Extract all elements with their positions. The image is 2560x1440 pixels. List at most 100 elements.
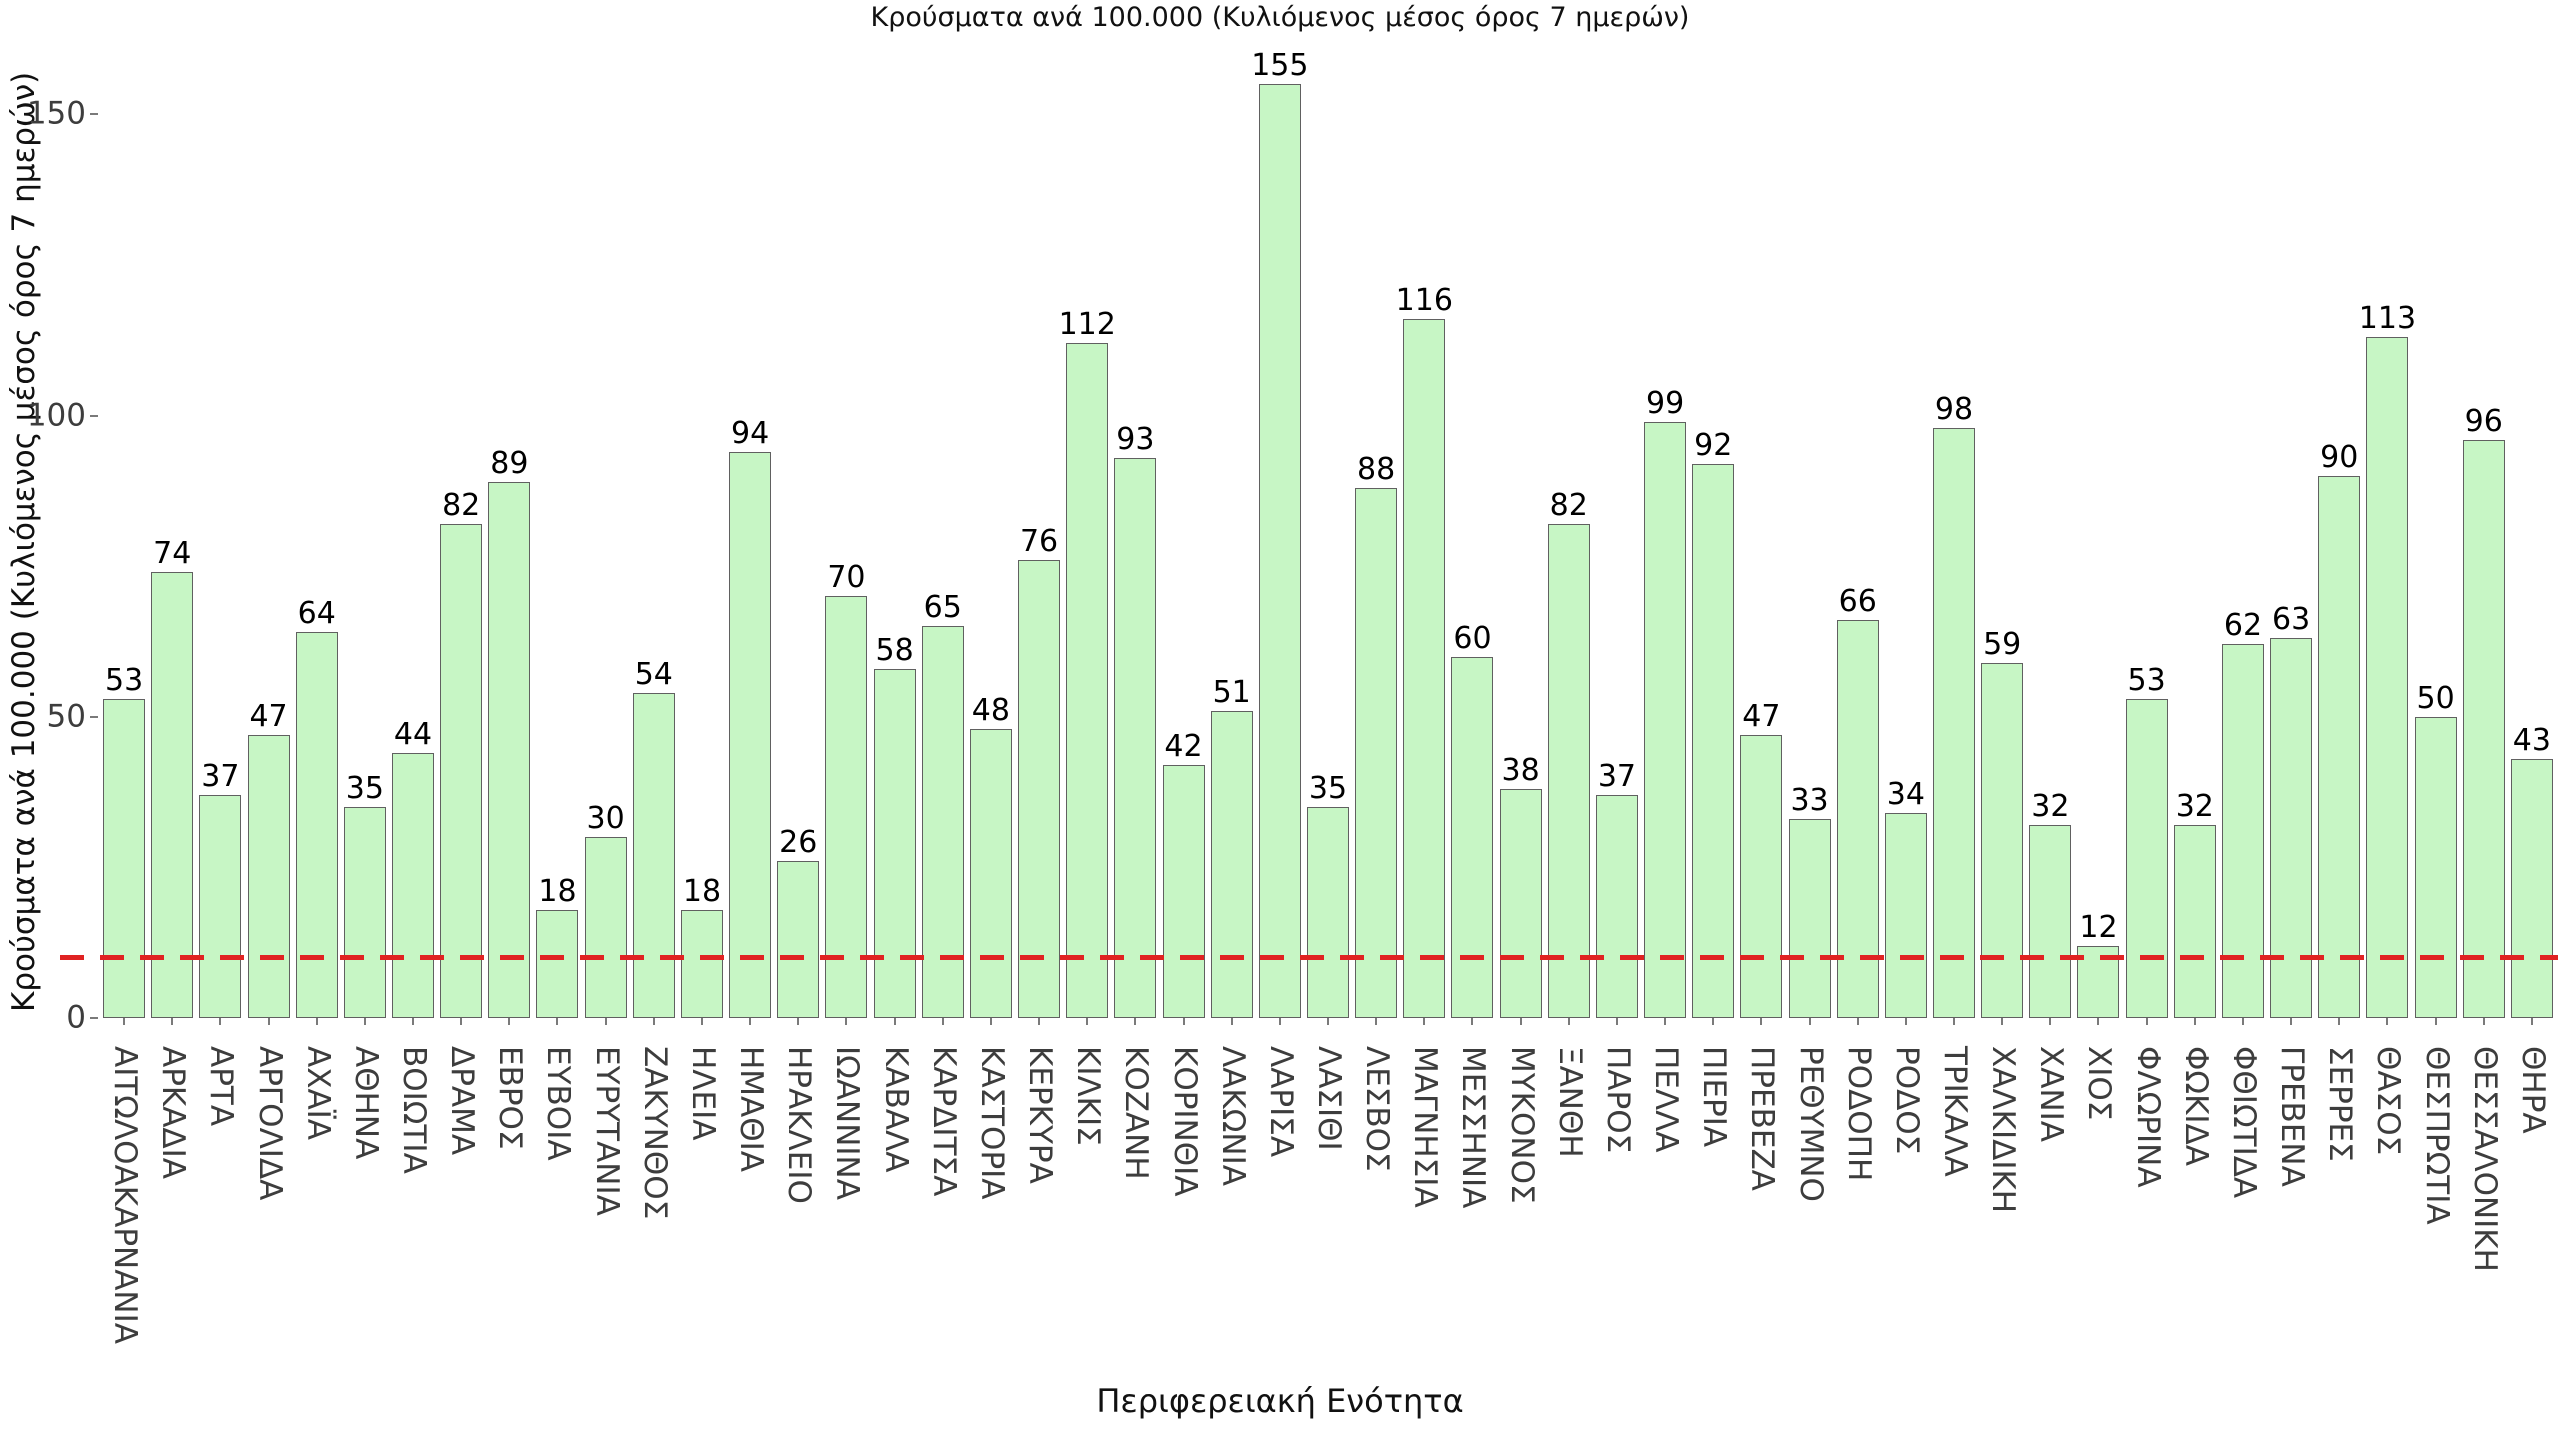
bar: 65: [921, 593, 964, 1018]
bar: 33: [1788, 786, 1831, 1018]
bar-slot: 89 ΕΒΡΟΣ: [485, 30, 533, 1150]
x-tick-mark: [893, 1018, 896, 1025]
x-tick-mark: [2241, 1018, 2244, 1025]
x-tick-mark: [1664, 1018, 1667, 1025]
bar: 30: [584, 804, 627, 1018]
x-tick-mark: [2001, 1018, 2004, 1025]
bar-slot: 99 ΠΕΛΛΑ: [1641, 30, 1689, 1153]
x-tick-label: ΜΑΓΝΗΣΙΑ: [1407, 1046, 1444, 1208]
x-axis-title: Περιφερειακή Ενότητα: [1096, 1382, 1464, 1420]
x-tick-mark: [1182, 1018, 1185, 1025]
y-axis-label: Κρούσματα ανά 100.000 (Κυλιόμενος μέσος …: [6, 71, 42, 1012]
bar-slot: 38 ΜΥΚΟΝΟΣ: [1497, 30, 1545, 1204]
bar-slot: 47 ΑΡΓΟΛΙΔΑ: [244, 30, 292, 1200]
bar-slot: 116 ΜΑΓΝΗΣΙΑ: [1396, 30, 1453, 1208]
bar: 43: [2510, 726, 2553, 1018]
y-tick-mark: [90, 415, 98, 417]
bar-slot: 26 ΗΡΑΚΛΕΙΟ: [774, 30, 822, 1204]
bar: 98: [1933, 395, 1976, 1018]
bar: 32: [2173, 792, 2216, 1018]
x-tick-label: ΑΧΑΪΑ: [299, 1046, 336, 1140]
x-tick-label: ΡΟΔΟΠΗ: [1840, 1046, 1877, 1182]
bar: 76: [1018, 527, 1061, 1018]
bar-slot: 58 ΚΑΒΑΛΑ: [871, 30, 919, 1172]
bar: 113: [2359, 304, 2416, 1018]
bar-slot: 34 ΡΟΔΟΣ: [1882, 30, 1930, 1154]
bar: 47: [1740, 702, 1783, 1018]
x-tick-label: ΦΛΩΡΙΝΑ: [2129, 1046, 2166, 1188]
bar-value-label: 18: [538, 874, 577, 909]
y-tick-mark: [90, 113, 98, 115]
bar: 60: [1451, 624, 1494, 1018]
x-tick-mark: [1519, 1018, 1522, 1025]
bar-value-label: 113: [2358, 301, 2417, 336]
bar: 62: [2221, 611, 2264, 1018]
bar-slot: 93 ΚΟΖΑΝΗ: [1111, 30, 1159, 1180]
x-tick-mark: [2193, 1018, 2196, 1025]
chart-title: Κρούσματα ανά 100.000 (Κυλιόμενος μέσος …: [870, 2, 1690, 33]
y-tick-label: 100: [26, 397, 86, 434]
bar-value-label: 66: [1838, 584, 1877, 619]
bar: 37: [199, 762, 242, 1018]
x-tick-mark: [1856, 1018, 1859, 1025]
x-tick-label: ΚΙΛΚΙΣ: [1070, 1046, 1107, 1146]
bar: 116: [1396, 286, 1453, 1018]
bar-slot: 59 ΧΑΛΚΙΔΙΚΗ: [1978, 30, 2026, 1213]
bar-slot: 53 ΑΙΤΩΛΟΑΚΑΡΝΑΝΙΑ: [100, 30, 148, 1344]
bar: 26: [777, 828, 820, 1018]
x-tick-mark: [797, 1018, 800, 1025]
bar-value-label: 37: [1597, 759, 1637, 794]
x-tick-mark: [315, 1018, 318, 1025]
bar: 47: [247, 702, 290, 1018]
bar: 37: [1595, 762, 1638, 1018]
bar-slot: 44 ΒΟΙΩΤΙΑ: [389, 30, 437, 1174]
bar-value-label: 70: [827, 560, 866, 595]
bar: 58: [873, 636, 916, 1018]
x-tick-label: ΜΥΚΟΝΟΣ: [1503, 1046, 1540, 1204]
x-tick-label: ΘΑΣΟΣ: [2370, 1046, 2407, 1156]
bar-slot: 32 ΦΩΚΙΔΑ: [2171, 30, 2219, 1166]
x-tick-label: ΠΡΕΒΕΖΑ: [1744, 1046, 1781, 1191]
bar-value-label: 54: [634, 657, 673, 692]
bar-value-label: 59: [1983, 627, 2022, 662]
x-tick-label: ΗΜΑΘΙΑ: [733, 1046, 770, 1173]
bar-value-label: 63: [2272, 602, 2311, 637]
bar-slot: 35 ΑΘΗΝΑ: [341, 30, 389, 1159]
bar-value-label: 32: [2175, 789, 2214, 824]
x-tick-mark: [123, 1018, 126, 1025]
bar-slot: 50 ΘΕΣΠΡΩΤΙΑ: [2412, 30, 2460, 1225]
x-tick-mark: [1278, 1018, 1281, 1025]
x-tick-mark: [1615, 1018, 1618, 1025]
x-tick-label: ΠΑΡΟΣ: [1599, 1046, 1636, 1154]
x-tick-label: ΚΟΖΑΝΗ: [1118, 1046, 1155, 1180]
bar: 63: [2270, 605, 2313, 1018]
x-tick-label: ΖΑΚΥΝΘΟΣ: [636, 1046, 673, 1220]
bar-value-label: 99: [1645, 386, 1685, 421]
bar: 18: [536, 877, 579, 1018]
bar: 51: [1210, 678, 1253, 1018]
x-tick-label: ΕΥΡΥΤΑΝΙΑ: [588, 1046, 625, 1216]
bar: 64: [295, 599, 338, 1018]
bar-slot: 51 ΛΑΚΩΝΙΑ: [1208, 30, 1256, 1186]
x-tick-mark: [2434, 1018, 2437, 1025]
bar-slot: 18 ΗΛΕΙΑ: [678, 30, 726, 1140]
bar-slot: 112 ΚΙΛΚΙΣ: [1059, 30, 1116, 1146]
bar: 59: [1981, 630, 2024, 1018]
bar: 90: [2318, 443, 2361, 1018]
bar-value-label: 53: [2127, 663, 2166, 698]
x-tick-label: ΑΡΤΑ: [203, 1046, 240, 1127]
x-tick-label: ΙΩΑΝΝΙΝΑ: [829, 1046, 866, 1200]
bar: 42: [1162, 732, 1205, 1018]
x-tick-mark: [267, 1018, 270, 1025]
x-tick-mark: [2482, 1018, 2485, 1025]
bar-value-label: 76: [1019, 524, 1059, 559]
bar-value-label: 34: [1886, 777, 1925, 812]
x-tick-label: ΚΑΒΑΛΑ: [877, 1046, 914, 1173]
x-tick-mark: [1953, 1018, 1956, 1025]
x-tick-label: ΘΕΣΠΡΩΤΙΑ: [2418, 1046, 2455, 1225]
bar: 82: [1547, 491, 1590, 1018]
y-tick-mark: [90, 1017, 98, 1019]
bar-slot: 37 ΑΡΤΑ: [196, 30, 244, 1126]
bar-slot: 54 ΖΑΚΥΝΘΟΣ: [630, 30, 678, 1219]
bar: 88: [1355, 455, 1398, 1018]
